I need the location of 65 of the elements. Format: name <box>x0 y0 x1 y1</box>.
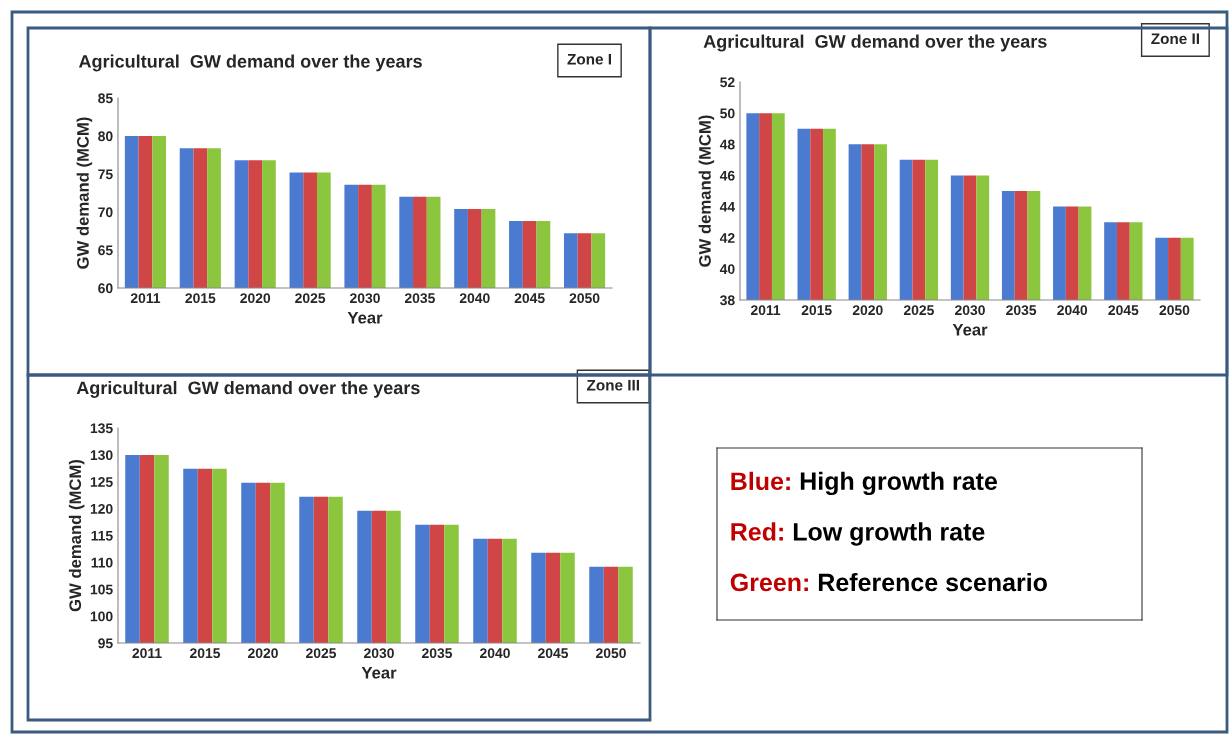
x-tick-label: 2011 <box>750 305 781 316</box>
y-tick-label: 95 <box>98 638 113 649</box>
text: Zone I <box>567 53 611 65</box>
chart-title: Agricultural GW demand over the years <box>703 34 1047 52</box>
x-tick-label: 2040 <box>459 293 490 304</box>
x-tick-label: 2050 <box>596 648 626 659</box>
x-tick-label: 2025 <box>295 293 326 304</box>
y-tick-label: 115 <box>91 530 113 541</box>
y-tick-label: 120 <box>90 503 113 514</box>
x-axis-title: Year <box>952 323 988 336</box>
text: Zone III <box>586 379 639 391</box>
y-tick-label: 42 <box>719 233 735 243</box>
x-tick-label: 2050 <box>1159 305 1190 316</box>
y-tick-label: 125 <box>90 477 113 487</box>
x-tick-label: 2035 <box>404 293 435 304</box>
x-tick-label: 2045 <box>538 648 569 659</box>
x-tick-label: 2025 <box>306 648 337 659</box>
y-tick-label: 110 <box>91 557 113 568</box>
x-tick-label: 2035 <box>1006 305 1037 316</box>
y-axis-title: GW demand (MCM) <box>68 459 85 612</box>
y-tick-label: 50 <box>720 108 735 119</box>
x-tick-label: 2030 <box>364 648 394 659</box>
text: Blue: High growth rate <box>731 471 997 496</box>
x-tick-label: 2025 <box>903 305 934 316</box>
y-tick-label: 65 <box>98 245 113 256</box>
x-tick-label: 2015 <box>185 293 216 304</box>
text: Zone II <box>1151 33 1199 45</box>
text: Green: Reference scenario <box>730 572 1047 592</box>
y-tick-label: 80 <box>98 131 113 142</box>
x-tick-label: 2020 <box>240 293 271 304</box>
y-axis-title: GW demand (MCM) <box>698 115 715 267</box>
x-tick-label: 2040 <box>1057 305 1088 316</box>
x-tick-label: 2050 <box>569 293 600 304</box>
x-tick-label: 2015 <box>190 648 221 659</box>
x-axis-title: Year <box>347 311 383 324</box>
y-tick-label: 40 <box>719 264 735 275</box>
x-tick-label: 2045 <box>1108 305 1139 316</box>
x-tick-label: 2035 <box>422 648 453 659</box>
y-tick-label: 130 <box>90 450 113 461</box>
chart-title: Agricultural GW demand over the years <box>76 380 420 398</box>
chart-title: Agricultural GW demand over the years <box>78 54 422 72</box>
x-tick-label: 2015 <box>801 305 832 316</box>
y-tick-label: 44 <box>719 202 736 212</box>
y-tick-label: 75 <box>98 169 113 180</box>
x-tick-label: 2030 <box>955 305 985 316</box>
x-axis-title: Year <box>361 666 397 679</box>
x-tick-label: 2020 <box>248 648 278 659</box>
y-tick-label: 105 <box>90 584 113 595</box>
y-tick-label: 135 <box>90 423 113 434</box>
y-tick-label: 60 <box>98 283 113 294</box>
text: Red: Low growth rate <box>731 522 985 546</box>
y-tick-label: 46 <box>719 170 735 181</box>
y-axis-title: GW demand (MCM) <box>76 117 93 269</box>
x-tick-label: 2011 <box>132 648 162 659</box>
y-tick-label: 48 <box>719 139 735 150</box>
y-tick-label: 70 <box>98 207 113 218</box>
x-tick-label: 2011 <box>130 293 161 304</box>
x-tick-label: 2020 <box>852 305 883 316</box>
y-tick-label: 52 <box>720 77 735 88</box>
x-tick-label: 2040 <box>480 648 510 659</box>
x-tick-label: 2030 <box>350 293 380 304</box>
y-tick-label: 100 <box>90 611 113 622</box>
x-tick-label: 2045 <box>514 293 545 304</box>
y-tick-label: 85 <box>98 93 113 104</box>
y-tick-label: 38 <box>720 295 735 306</box>
